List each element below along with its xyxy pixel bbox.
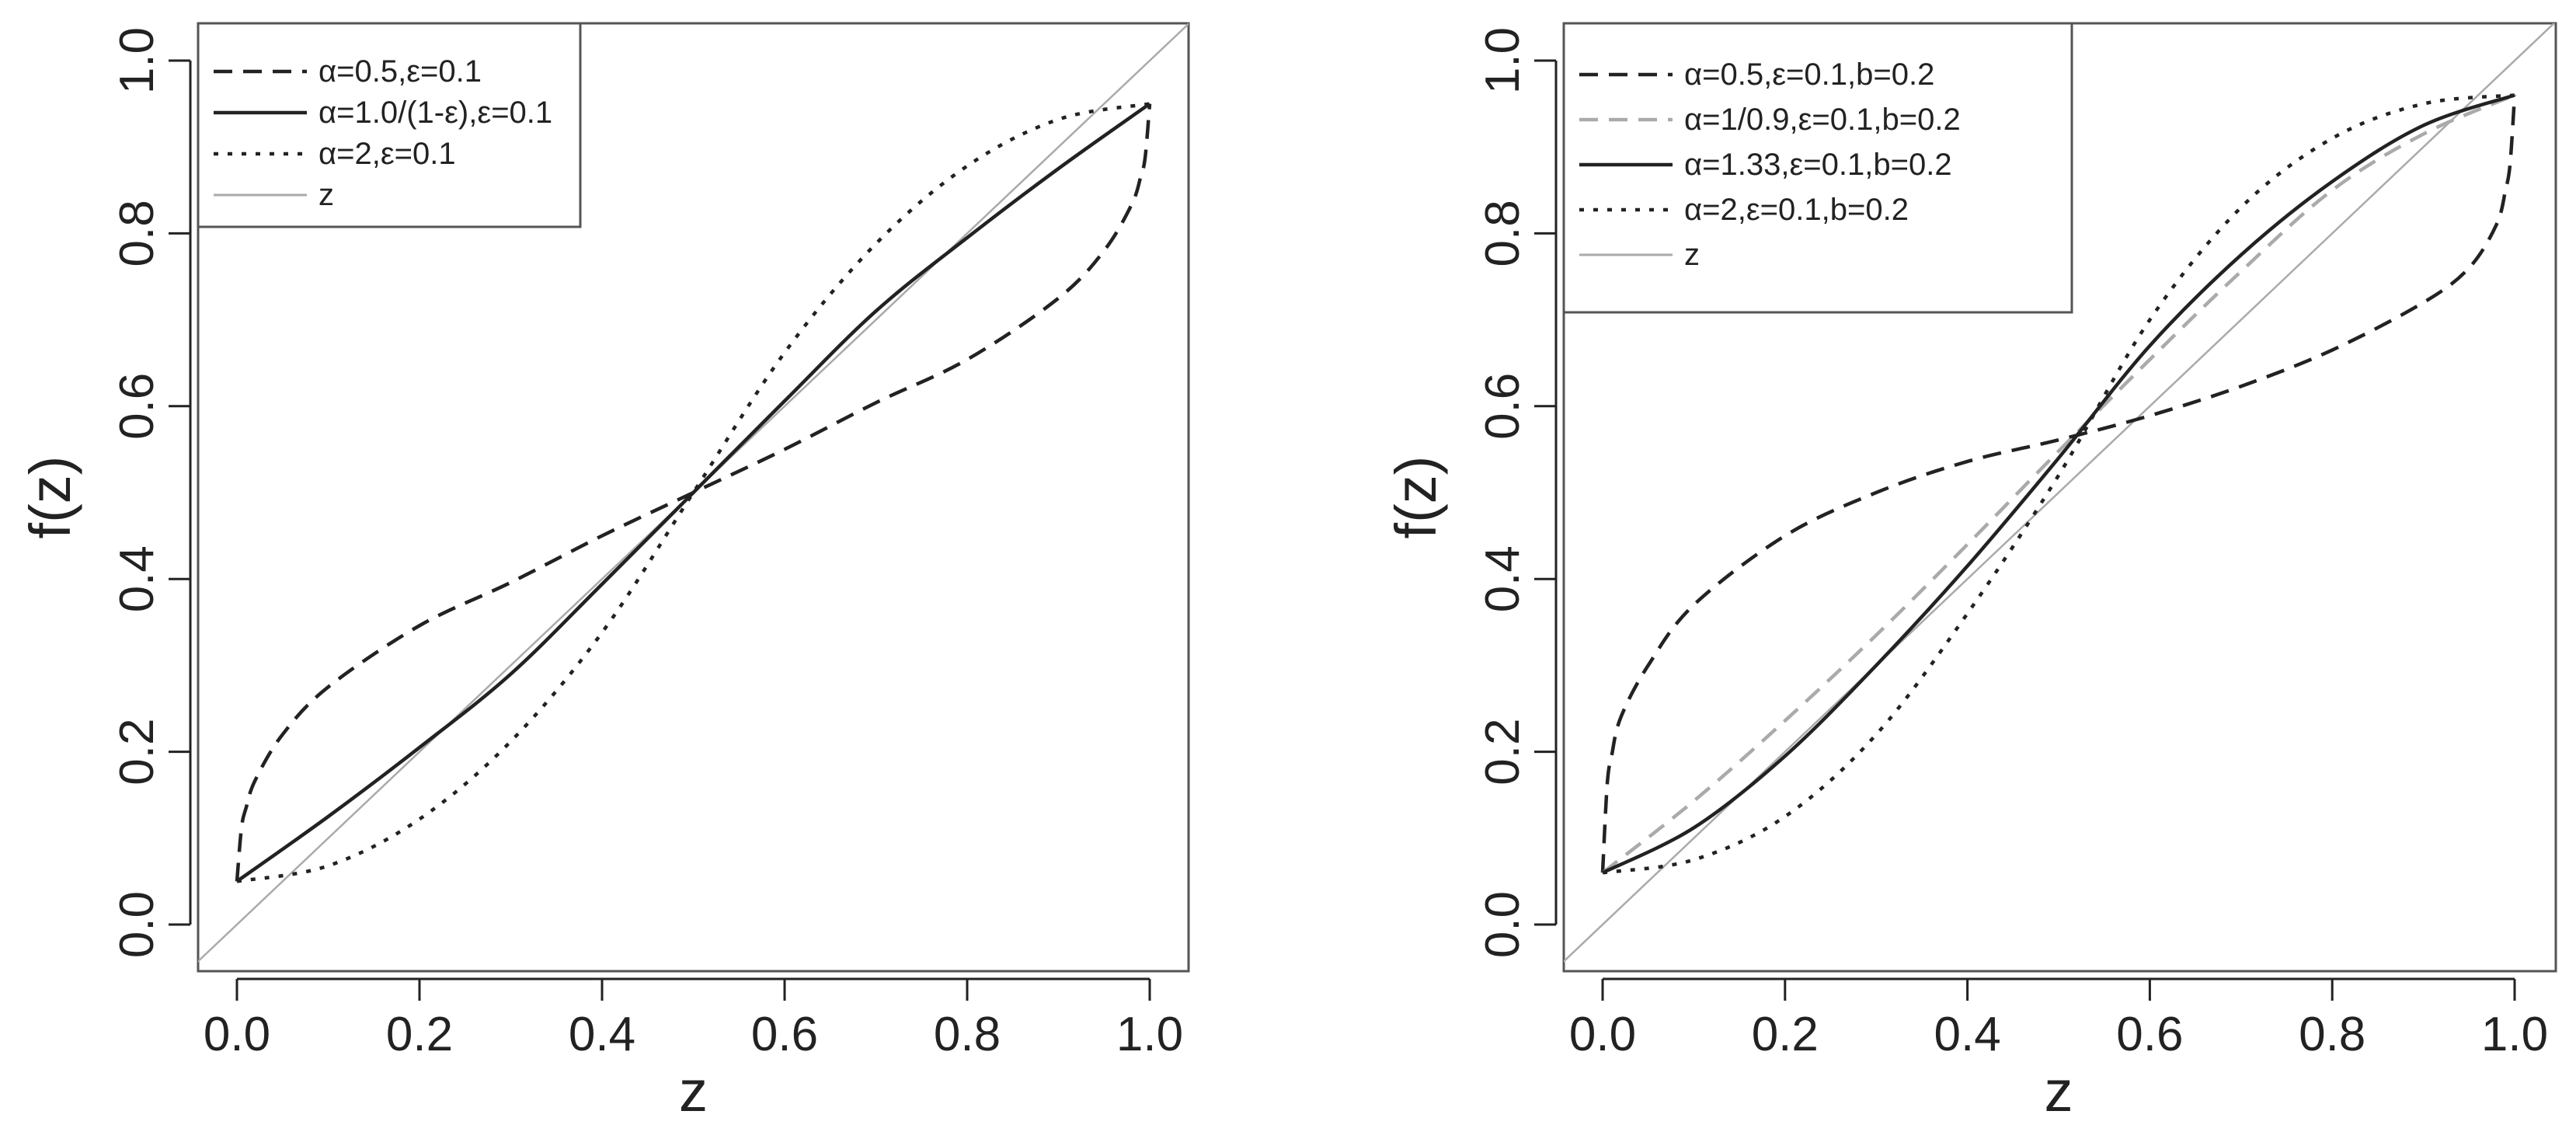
legend-label: α=0.5,ε=0.1,b=0.2 (1684, 57, 1934, 92)
y-tick-label: 0.2 (110, 718, 164, 785)
series-line-2 (1601, 93, 2515, 875)
x-tick-label: 0.2 (386, 1008, 453, 1061)
series-line-2 (235, 102, 1151, 883)
y-tick-label: 1.0 (110, 27, 164, 94)
legend-box (1562, 22, 2073, 314)
x-tick-label: 0.6 (2116, 1008, 2183, 1061)
x-tick-label: 0.4 (569, 1008, 635, 1061)
x-tick-label: 0.8 (2299, 1008, 2365, 1061)
y-tick-label: 0.4 (1476, 545, 1530, 612)
legend-label: α=0.5,ε=0.1 (319, 54, 482, 89)
x-axis-label: z (2045, 1059, 2073, 1123)
y-tick-label: 0.8 (1476, 200, 1530, 266)
chart-panel-1: 0.0 0.2 0.4 0.6 0.8 1.0 0.0 0.2 0.4 0.6 0.8 1.0 z f(z… (18, 22, 1190, 1123)
legend-label: z (319, 178, 334, 212)
y-tick-label: 0.4 (110, 545, 164, 612)
legend-label: z (1684, 238, 1700, 272)
series-line-4 (1602, 93, 2515, 875)
legend-label: α=1/0.9,ε=0.1,b=0.2 (1684, 103, 1961, 137)
y-tick-label: 0.8 (110, 200, 164, 266)
legend: α=0.5,ε=0.1 α=1.0/(1-ε),ε=0.1 α=2,ε=0.1 z (197, 22, 582, 228)
x-tick-label: 0.6 (751, 1008, 818, 1061)
legend-label: α=1.33,ε=0.1,b=0.2 (1684, 148, 1952, 182)
y-tick-label: 1.0 (1476, 27, 1530, 94)
y-tick-label: 0.6 (1476, 373, 1530, 440)
x-tick-label: 0.0 (1569, 1008, 1636, 1061)
x-tick-label: 1.0 (1116, 1008, 1183, 1061)
y-tick-label: 0.6 (110, 373, 164, 440)
plot-frame (197, 22, 1190, 973)
y-tick-label: 0.0 (1476, 891, 1530, 958)
series-line-3 (236, 102, 1150, 883)
x-tick-label: 0.8 (934, 1008, 1001, 1061)
x-tick-label: 0.2 (1752, 1008, 1819, 1061)
chart-panel-2: 0.0 0.2 0.4 0.6 0.8 1.0 0.0 0.2 0.4 0.6 0.8 1.0 z f(z… (1384, 22, 2557, 1123)
legend-label: α=1.0/(1-ε),ε=0.1 (319, 96, 552, 130)
series-line-1 (1600, 95, 2517, 873)
legend-label: α=2,ε=0.1,b=0.2 (1684, 193, 1909, 227)
x-tick-label: 0.0 (204, 1008, 270, 1061)
x-tick-label: 1.0 (2481, 1008, 2548, 1061)
series-line-3 (1602, 93, 2515, 875)
legend-label: α=2,ε=0.1 (319, 137, 456, 171)
y-tick-label: 0.2 (1476, 718, 1530, 785)
legend-box (197, 22, 582, 228)
series-line-5 (1564, 23, 2556, 963)
y-axis-label: f(z) (18, 456, 82, 539)
x-tick-label: 0.4 (1934, 1008, 2000, 1061)
legend: α=0.5,ε=0.1,b=0.2 α=1/0.9,ε=0.1,b=0.2 α=1.… (1562, 22, 2073, 314)
y-tick-label: 0.0 (110, 891, 164, 958)
x-axis-label: z (679, 1059, 708, 1123)
y-axis-label: f(z) (1384, 456, 1448, 539)
